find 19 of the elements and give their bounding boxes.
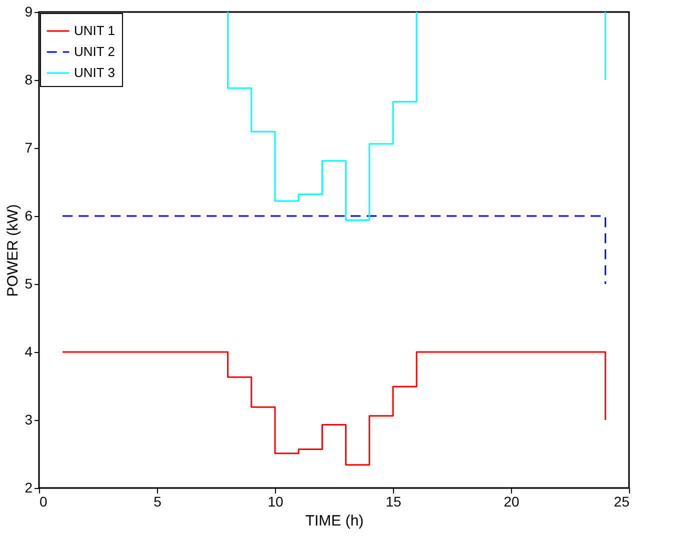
- y-tick-label: 4: [24, 344, 33, 360]
- y-tick-label: 5: [24, 276, 33, 292]
- y-tick-label: 7: [24, 140, 33, 156]
- x-tick-label: 25: [614, 494, 630, 510]
- y-tick-label: 2: [24, 480, 33, 496]
- x-tick-label: 20: [504, 494, 520, 510]
- x-tick-label: 10: [268, 494, 284, 510]
- x-tick-label: 15: [386, 494, 402, 510]
- y-tick-label: 9: [24, 4, 33, 20]
- y-tick-label: 3: [24, 412, 33, 428]
- legend-label: UNIT 1: [74, 23, 115, 38]
- y-axis-title: POWER (kW): [4, 204, 22, 297]
- x-axis-title: TIME (h): [305, 512, 364, 530]
- legend-label: UNIT 3: [74, 65, 115, 80]
- x-tick-label: 5: [154, 494, 162, 510]
- y-tick-label: 8: [24, 72, 33, 88]
- x-tick-label: 0: [40, 494, 48, 510]
- legend-label: UNIT 2: [74, 44, 115, 59]
- y-tick-label: 6: [24, 208, 33, 224]
